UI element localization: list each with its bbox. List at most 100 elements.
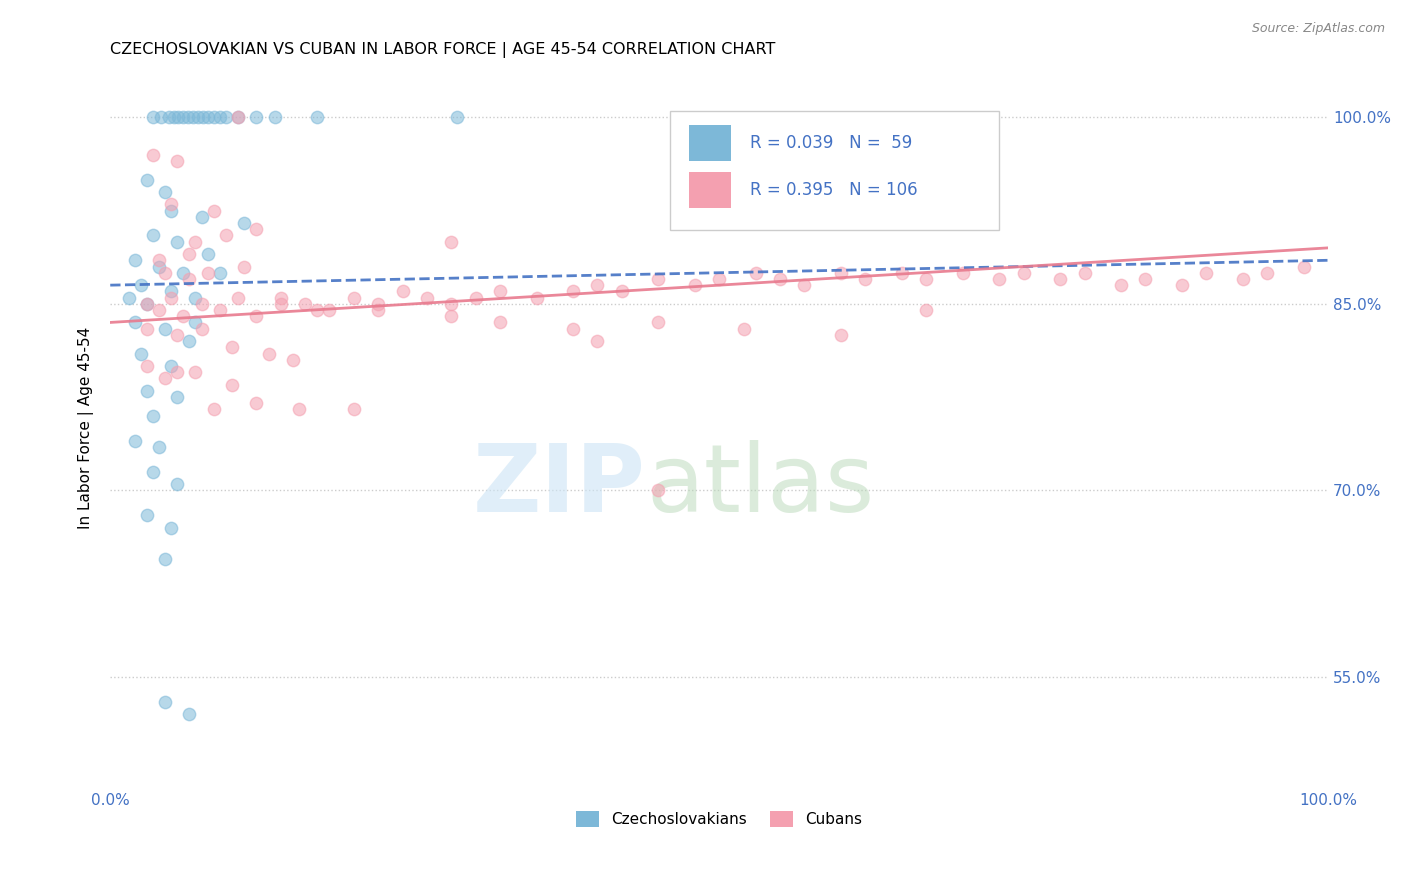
Point	[135, 172, 157, 186]
Point	[988, 272, 1011, 286]
Point	[440, 297, 463, 311]
Point	[124, 315, 146, 329]
Point	[343, 291, 366, 305]
Point	[179, 334, 201, 348]
Point	[288, 402, 311, 417]
Point	[148, 253, 170, 268]
Point	[257, 346, 280, 360]
Point	[166, 365, 188, 379]
Point	[197, 266, 219, 280]
Point	[233, 216, 256, 230]
Point	[1109, 278, 1132, 293]
Point	[215, 228, 238, 243]
Point	[160, 203, 183, 218]
Point	[489, 285, 512, 299]
Point	[179, 706, 201, 721]
Bar	[689, 172, 731, 208]
Point	[135, 297, 157, 311]
Text: CZECHOSLOVAKIAN VS CUBAN IN LABOR FORCE | AGE 45-54 CORRELATION CHART: CZECHOSLOVAKIAN VS CUBAN IN LABOR FORCE …	[110, 42, 776, 58]
Point	[709, 272, 731, 286]
Point	[160, 520, 183, 534]
Point	[179, 247, 201, 261]
Point	[160, 359, 183, 373]
Point	[179, 272, 201, 286]
Point	[586, 334, 609, 348]
Point	[526, 291, 548, 305]
Point	[562, 321, 585, 335]
Point	[733, 321, 755, 335]
Point	[489, 315, 512, 329]
Point	[1012, 266, 1035, 280]
Point	[197, 111, 219, 125]
Point	[830, 327, 852, 342]
Point	[233, 260, 256, 274]
Point	[184, 291, 207, 305]
Point	[440, 310, 463, 324]
Point	[1256, 266, 1278, 280]
Point	[135, 508, 157, 522]
Point	[221, 377, 243, 392]
Point	[416, 291, 439, 305]
Text: Source: ZipAtlas.com: Source: ZipAtlas.com	[1251, 22, 1385, 36]
Text: atlas: atlas	[647, 440, 875, 532]
Point	[440, 235, 463, 249]
Point	[318, 303, 340, 318]
Point	[157, 111, 180, 125]
Text: R = 0.039   N =  59: R = 0.039 N = 59	[749, 135, 912, 153]
Point	[830, 266, 852, 280]
Point	[191, 111, 214, 125]
Point	[135, 321, 157, 335]
Point	[446, 111, 468, 125]
Point	[1049, 272, 1071, 286]
Point	[952, 266, 974, 280]
Point	[148, 260, 170, 274]
Point	[172, 310, 194, 324]
Point	[307, 111, 329, 125]
Point	[245, 111, 267, 125]
Point	[184, 365, 207, 379]
Point	[647, 272, 669, 286]
Bar	[689, 125, 731, 161]
Point	[135, 359, 157, 373]
Point	[135, 384, 157, 398]
Point	[270, 297, 292, 311]
Point	[190, 210, 212, 224]
Point	[153, 266, 176, 280]
Point	[464, 291, 486, 305]
Point	[167, 111, 190, 125]
Point	[245, 222, 267, 236]
Point	[281, 352, 304, 367]
Point	[166, 390, 188, 404]
Point	[391, 285, 413, 299]
Point	[160, 197, 183, 211]
Legend: Czechoslovakians, Cubans: Czechoslovakians, Cubans	[568, 804, 870, 835]
Point	[142, 111, 165, 125]
Point	[263, 111, 285, 125]
Point	[135, 297, 157, 311]
Point	[166, 153, 188, 168]
Point	[270, 291, 292, 305]
Point	[172, 266, 194, 280]
Point	[202, 402, 225, 417]
Point	[683, 278, 706, 293]
Point	[124, 253, 146, 268]
Point	[172, 111, 194, 125]
Point	[148, 440, 170, 454]
Point	[245, 310, 267, 324]
Point	[162, 111, 184, 125]
Point	[184, 235, 207, 249]
Point	[745, 266, 768, 280]
Point	[586, 278, 609, 293]
Point	[1292, 260, 1315, 274]
Point	[184, 315, 207, 329]
Point	[166, 235, 188, 249]
Point	[160, 291, 183, 305]
Point	[890, 266, 912, 280]
Point	[647, 315, 669, 329]
Point	[142, 147, 165, 161]
Point	[367, 303, 389, 318]
Point	[166, 327, 188, 342]
Point	[769, 272, 792, 286]
Point	[367, 297, 389, 311]
Point	[129, 346, 152, 360]
